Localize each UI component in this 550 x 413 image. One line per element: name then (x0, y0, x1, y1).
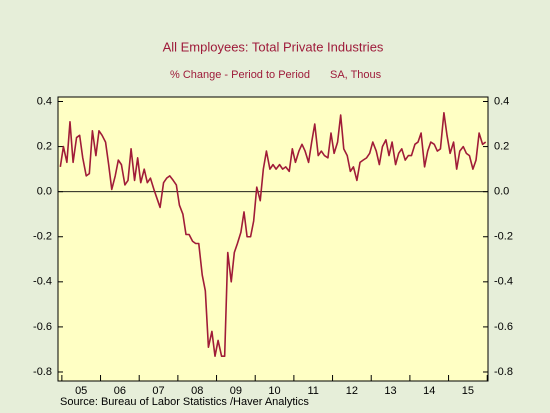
y2-tick-label: -0.4 (494, 276, 513, 288)
y2-tick-label: 0.2 (494, 140, 509, 152)
x-tick-label: 10 (268, 385, 280, 397)
x-tick-label: 11 (308, 385, 319, 397)
plot-area (58, 97, 488, 381)
x-tick-label: 14 (423, 385, 435, 397)
y2-tick-label: 0.0 (494, 186, 509, 198)
y2-tick-label: -0.2 (494, 231, 513, 243)
y-tick-label: -0.2 (33, 231, 52, 243)
x-tick-label: 08 (191, 385, 203, 397)
source-note: Source: Bureau of Labor Statistics /Have… (60, 396, 309, 408)
y2-tick-label: -0.6 (494, 321, 513, 333)
y-tick-label: 0.2 (37, 140, 52, 152)
x-tick-label: 15 (462, 385, 474, 397)
chart-title: All Employees: Total Private Industries (163, 39, 384, 54)
x-tick-label: 12 (346, 385, 358, 397)
x-tick-label: 06 (114, 385, 126, 397)
x-tick-label: 07 (152, 385, 164, 397)
x-tick-label: 09 (230, 385, 242, 397)
x-tick-label: 05 (75, 385, 87, 397)
y2-tick-label: -0.8 (494, 366, 513, 378)
data-line (59, 111, 487, 358)
chart-subtitle: % Change - Period to Period (170, 69, 310, 81)
plot-border (57, 96, 489, 382)
y2-tick-label: 0.4 (494, 95, 509, 107)
x-tick-label: 13 (384, 385, 396, 397)
y-tick-label: -0.6 (33, 321, 52, 333)
y-tick-label: -0.4 (33, 276, 52, 288)
y-tick-label: 0.4 (37, 95, 52, 107)
y-tick-label: 0.0 (37, 186, 52, 198)
units-label: SA, Thous (330, 69, 382, 81)
y-tick-label: -0.8 (33, 366, 52, 378)
